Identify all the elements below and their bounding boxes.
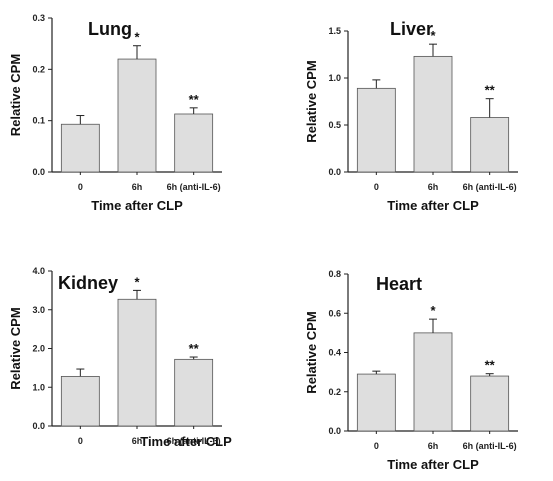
x-tick-label: 6h (132, 182, 143, 192)
bar-2 (413, 55, 453, 173)
x-tick-label: 0 (78, 182, 83, 192)
y-tick-label: 0.3 (32, 13, 45, 23)
x-tick-label: 6h (428, 182, 439, 192)
y-tick-label: 0.2 (32, 64, 45, 74)
significance-marker: * (430, 303, 436, 318)
x-tick-label: 0 (78, 436, 83, 446)
bar-3 (174, 358, 214, 427)
bar-1 (60, 375, 100, 427)
x-tick-label: 6h (132, 436, 143, 446)
x-tick-label: 6h (anti-IL-6) (167, 436, 221, 446)
panel-lung: 0.0 0.1 0.2 0.3 0 * 6h ** 6h (anti-IL-6) Lung Rela… (8, 13, 222, 213)
bar-2 (117, 58, 157, 173)
significance-marker: * (134, 30, 140, 45)
y-tick-label: 0.8 (328, 269, 341, 279)
y-tick-label: 0.0 (32, 167, 45, 177)
x-tick-label: 6h (anti-IL-6) (463, 182, 517, 192)
x-tick-label: 6h (anti-IL-6) (463, 441, 517, 451)
y-axis-label: Relative CPM (304, 311, 319, 393)
y-tick-label: 0.0 (328, 167, 341, 177)
bar-3 (470, 375, 510, 432)
bar-1 (356, 87, 396, 173)
y-tick-label: 1.5 (328, 26, 341, 36)
bar-1 (356, 373, 396, 432)
y-tick-label: 0.2 (328, 387, 341, 397)
x-axis-label: Time after CLP (387, 198, 479, 213)
y-tick-label: 4.0 (32, 266, 45, 276)
significance-marker: ** (189, 92, 200, 107)
y-tick-label: 0.0 (328, 426, 341, 436)
y-tick-label: 0.0 (32, 421, 45, 431)
y-axis-label: Relative CPM (8, 54, 23, 136)
significance-marker: * (430, 28, 436, 43)
y-axis-label: Relative CPM (304, 60, 319, 142)
significance-marker: ** (189, 341, 200, 356)
panel-liver: 0.0 0.5 1.0 1.5 0 * 6h ** 6h (anti-IL-6) Liver Rel… (304, 19, 518, 213)
panel-title: Lung (88, 19, 132, 39)
y-axis-label: Relative CPM (8, 307, 23, 389)
significance-marker: * (134, 274, 140, 289)
bar-2 (413, 332, 453, 432)
x-tick-label: 6h (anti-IL-6) (167, 182, 221, 192)
x-tick-label: 0 (374, 182, 379, 192)
x-axis-label: Time after CLP (91, 198, 183, 213)
x-tick-label: 6h (428, 441, 439, 451)
y-tick-label: 2.0 (32, 344, 45, 354)
bar-3 (470, 117, 510, 173)
bar-3 (174, 113, 214, 173)
y-tick-label: 3.0 (32, 305, 45, 315)
x-axis-label: Time after CLP (387, 457, 479, 472)
bar-2 (117, 298, 157, 427)
panel-kidney: 0.0 1.0 2.0 3.0 4.0 0 * 6h ** 6h (anti-IL-6) Kidne… (8, 266, 222, 446)
y-tick-label: 0.6 (328, 308, 341, 318)
panel-title: Heart (376, 274, 422, 294)
bar-1 (60, 123, 100, 173)
panel-title: Liver (390, 19, 433, 39)
significance-marker: ** (485, 83, 496, 98)
significance-marker: ** (485, 358, 496, 373)
kidney-x-axis-label: Time after CLP (140, 434, 232, 449)
x-tick-label: 0 (374, 441, 379, 451)
panel-title: Kidney (58, 273, 118, 293)
y-tick-label: 0.1 (32, 116, 45, 126)
y-tick-label: 1.0 (32, 382, 45, 392)
panel-heart: 0.0 0.2 0.4 0.6 0.8 0 * 6h ** 6h (anti-IL-6) Heart… (304, 269, 518, 472)
y-tick-label: 0.4 (328, 348, 341, 358)
y-tick-label: 0.5 (328, 120, 341, 130)
y-tick-label: 1.0 (328, 73, 341, 83)
